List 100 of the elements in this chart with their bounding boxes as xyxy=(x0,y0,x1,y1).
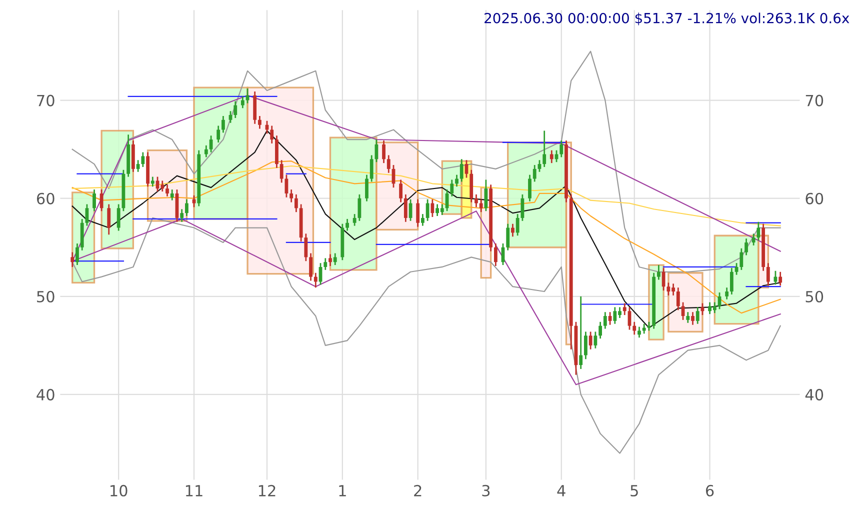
candlestick xyxy=(192,194,196,208)
candlestick xyxy=(430,198,434,218)
candlestick xyxy=(346,218,349,232)
candlestick xyxy=(494,242,498,267)
y-tick-label: 40 xyxy=(36,388,54,400)
candlestick xyxy=(365,174,368,202)
candlestick xyxy=(280,159,284,184)
candlestick xyxy=(752,232,756,246)
candlestick xyxy=(696,306,700,325)
candlestick xyxy=(246,88,250,104)
candlestick xyxy=(290,188,294,203)
candlestick xyxy=(222,115,225,134)
x-tick-label: 1 xyxy=(339,485,346,496)
candlestick xyxy=(542,130,546,168)
x-tick-label: 11 xyxy=(186,485,202,496)
candlestick xyxy=(166,184,169,198)
candlestick xyxy=(598,321,602,340)
candlestick xyxy=(464,159,468,178)
x-tick-label: 12 xyxy=(258,484,276,496)
y2-tick-label: 70 xyxy=(806,94,824,106)
candlestick xyxy=(730,267,734,296)
candlestick xyxy=(209,134,213,153)
line-series xyxy=(72,217,781,454)
candlestick xyxy=(632,321,636,336)
candlestick xyxy=(204,144,208,158)
candlestick xyxy=(294,194,298,213)
candlestick xyxy=(479,198,483,213)
candlestick xyxy=(584,331,588,360)
candlestick xyxy=(594,331,598,350)
candlestick xyxy=(608,311,612,326)
candlestick xyxy=(309,252,312,282)
candlestick xyxy=(228,110,232,124)
candlestick xyxy=(216,125,220,144)
candlestick xyxy=(778,271,782,286)
candlestick xyxy=(382,140,386,164)
candlestick xyxy=(638,326,641,338)
candlestick xyxy=(421,213,424,226)
candlestick xyxy=(506,223,510,252)
candlestick xyxy=(511,223,514,238)
candlestick xyxy=(150,176,154,188)
candlestick xyxy=(328,254,332,267)
x-tick-label: 10 xyxy=(110,484,128,496)
candlestick xyxy=(744,238,748,256)
candlestick xyxy=(304,232,308,262)
candlestick xyxy=(92,188,96,212)
candlestick xyxy=(700,302,704,316)
candlestick xyxy=(314,272,318,288)
candlestick xyxy=(100,188,104,212)
x-tick-label: 2 xyxy=(414,484,422,496)
candlestick xyxy=(554,150,558,163)
candlestick xyxy=(474,194,478,208)
candlestick xyxy=(416,198,420,228)
line-series xyxy=(72,165,781,226)
x-tick-label: 5 xyxy=(630,485,638,496)
candlestick xyxy=(116,204,120,232)
x-tick-label: 6 xyxy=(706,484,714,496)
candlestick xyxy=(686,311,690,324)
candlestick xyxy=(662,267,666,292)
candlestick xyxy=(725,286,729,300)
candlestick xyxy=(656,264,660,280)
candlestick xyxy=(588,331,592,350)
candlestick xyxy=(681,302,685,321)
y-tick-label: 50 xyxy=(37,290,54,302)
candlestick xyxy=(141,152,145,168)
y-tick-label: 70 xyxy=(37,94,54,106)
candlestick xyxy=(756,221,760,242)
candlestick xyxy=(107,204,111,236)
candlestick xyxy=(240,96,244,109)
candlestick xyxy=(603,311,607,330)
candlestick xyxy=(386,154,390,174)
candlestick xyxy=(185,198,188,217)
candlestick xyxy=(70,252,74,268)
candlestick xyxy=(352,213,356,226)
x-tick-label: 4 xyxy=(557,485,566,496)
candlestick xyxy=(622,302,626,316)
candlestick xyxy=(579,296,583,370)
candlestick xyxy=(538,159,542,173)
line-series xyxy=(72,160,781,314)
candlestick xyxy=(358,194,362,222)
candlestick xyxy=(85,204,89,226)
candlestick xyxy=(333,252,337,266)
x-tick-label: 3 xyxy=(482,484,490,496)
y2-tick-label: 40 xyxy=(805,388,824,400)
candlestick xyxy=(734,262,738,276)
candlestick xyxy=(460,158,464,182)
candlestick xyxy=(528,174,532,202)
candlestick xyxy=(532,164,536,182)
candlestick xyxy=(284,174,288,198)
candlestick xyxy=(234,100,238,119)
candlestick xyxy=(370,154,374,182)
candlestick xyxy=(258,115,262,130)
y-tick-label: 60 xyxy=(36,192,54,204)
candlestick xyxy=(399,179,403,203)
candlestick xyxy=(560,140,564,158)
candlestick xyxy=(516,213,520,236)
candlestick xyxy=(520,194,524,222)
candlestick xyxy=(766,262,770,286)
candlestick xyxy=(455,174,458,188)
candlestick xyxy=(170,188,174,202)
candlestick xyxy=(136,159,140,173)
